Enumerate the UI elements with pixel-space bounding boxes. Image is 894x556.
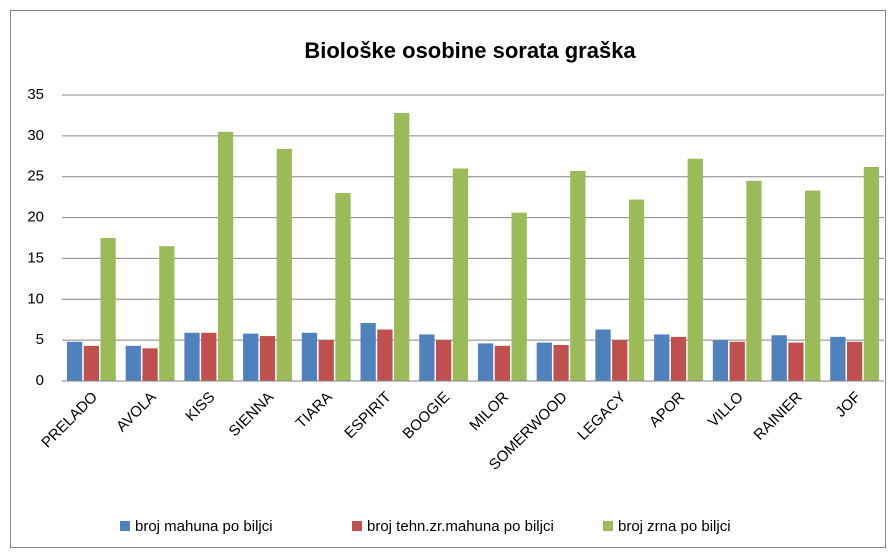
bar [863,166,880,381]
bar [628,199,645,381]
bar [687,158,703,381]
y-tick-label: 30 [27,127,44,144]
bar [612,340,628,381]
y-tick-label: 25 [27,168,44,185]
bar [276,148,292,381]
bar [66,341,83,381]
bar [670,336,687,381]
chart-frame [10,10,886,548]
bar [201,332,217,381]
legend-label: broj zrna po biljci [618,518,731,535]
bar [654,334,670,381]
bar [159,246,175,381]
bar [360,322,376,381]
bar [805,190,821,381]
legend-label: broj mahuna po biljci [135,518,273,535]
bar [477,343,494,381]
bar [217,131,234,381]
bar [570,170,586,381]
legend-swatch [603,521,613,531]
chart-title: Biološke osobine sorata graška [304,38,636,63]
bar [394,112,410,381]
bar [318,340,334,381]
bar [142,348,158,381]
bar [184,332,200,381]
y-tick-label: 5 [36,331,44,348]
y-tick-label: 35 [27,86,44,103]
bar [452,168,469,381]
bar [595,329,611,381]
y-tick-label: 20 [27,209,44,226]
bar [729,341,745,381]
bar [830,336,846,381]
y-tick-label: 0 [36,372,44,389]
bar [100,238,116,381]
y-tick-label: 15 [27,249,44,266]
legend-swatch [352,521,362,531]
bar [746,180,762,381]
legend-swatch [120,521,130,531]
bar [335,193,351,381]
bar [771,335,787,381]
bar [847,341,863,381]
bar [788,342,804,381]
bar [536,342,552,381]
bar [243,333,259,381]
bar [125,345,141,381]
bar [259,336,276,381]
legend-label: broj tehn.zr.mahuna po biljci [367,518,554,535]
bar [377,329,393,381]
y-tick-label: 10 [27,290,44,307]
bar [83,345,99,381]
bar [553,345,569,381]
bar [436,340,452,381]
bar [301,332,318,381]
bar [419,334,435,381]
bar [511,212,527,381]
bar [712,340,729,381]
bar [494,345,510,381]
